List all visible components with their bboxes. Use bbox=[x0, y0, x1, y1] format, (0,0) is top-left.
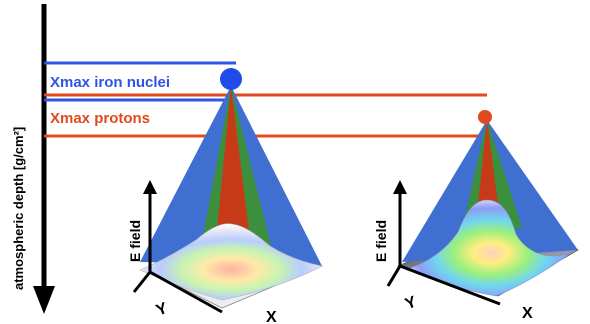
proton-efield-label: E field bbox=[373, 220, 389, 262]
iron-field-surface bbox=[139, 223, 323, 301]
protons-band-label: Xmax protons bbox=[50, 110, 150, 127]
iron-efield-label: E field bbox=[127, 220, 143, 262]
iron-efield-arrowhead bbox=[143, 180, 157, 194]
depth-axis-label: atmospheric depth [g/cm²] bbox=[11, 127, 26, 290]
proton-efield-arrowhead bbox=[393, 180, 407, 194]
iron-shower: E field X Y bbox=[127, 68, 324, 324]
iron-x-axis bbox=[149, 270, 223, 314]
iron-band-label: Xmax iron nuclei bbox=[50, 74, 170, 91]
iron-y-axis bbox=[132, 271, 152, 293]
iron-y-label: Y bbox=[154, 300, 170, 320]
proton-shower: E field X Y bbox=[373, 110, 580, 322]
proton-field-surface bbox=[409, 199, 573, 297]
proton-y-axis bbox=[386, 265, 402, 287]
proton-x-axis bbox=[399, 264, 501, 306]
proton-cone-inner bbox=[478, 120, 498, 204]
iron-x-label: X bbox=[266, 309, 277, 324]
proton-xmax-dot bbox=[478, 110, 492, 124]
proton-y-label: Y bbox=[403, 293, 419, 313]
depth-axis-arrowhead bbox=[33, 286, 55, 314]
depth-axis: atmospheric depth [g/cm²] bbox=[11, 4, 55, 314]
iron-cone-inner bbox=[216, 86, 250, 240]
proton-x-label: X bbox=[522, 305, 533, 322]
xmax-protons-band: Xmax protons bbox=[44, 93, 487, 138]
xmax-iron-band: Xmax iron nuclei bbox=[44, 61, 236, 102]
iron-xmax-dot bbox=[220, 68, 242, 90]
